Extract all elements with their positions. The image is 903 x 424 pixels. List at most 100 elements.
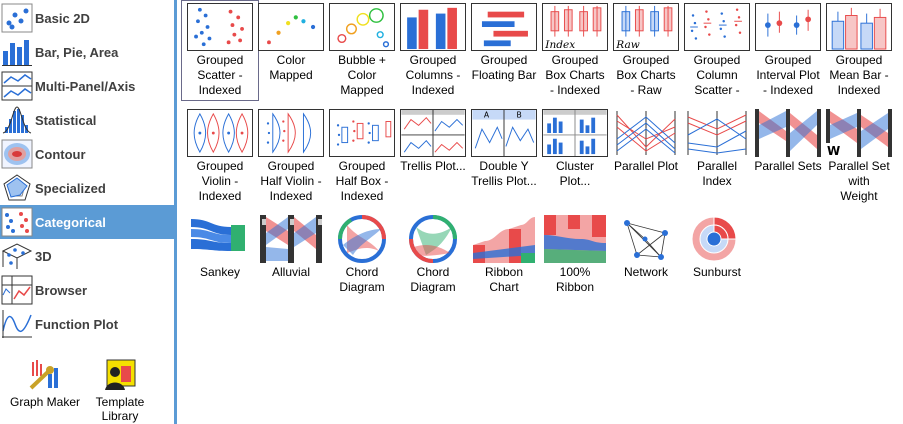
graph-grouped-violin-indexed[interactable]: Grouped Violin - Indexed [184,109,256,204]
graph-cluster-plot[interactable]: Cluster Plot... [539,109,611,189]
graph-label: Sankey [199,265,241,279]
category-sidebar: Basic 2D Bar, Pie, Area Multi-Panel/Axis… [0,0,174,424]
svg-text:B: B [516,111,521,120]
graph-label: Sunburst [692,265,742,279]
grouped-columns-thumbnail [400,3,466,51]
category-3d[interactable]: 3D [0,239,174,273]
graph-label: Color Mapped [269,53,313,82]
graph-grouped-scatter-indexed[interactable]: Grouped Scatter - Indexed [181,0,259,101]
graph-label: Bubble + Color Mapped [338,53,386,97]
multi-panel-icon [1,71,33,101]
category-label: Contour [35,146,86,162]
graph-ribbon-chart[interactable]: Ribbon Chart [468,215,540,295]
graph-label: 100% Ribbon [555,265,595,294]
graph-grouped-box-charts-raw[interactable]: Raw Grouped Box Charts - Raw [610,3,682,98]
graph-maker-button[interactable]: Graph Maker [0,358,90,409]
graph-parallel-set-with-weight[interactable]: W Parallel Set with Weight [823,109,895,204]
graph-grouped-box-charts-indexed[interactable]: Index Grouped Box Charts - Indexed [539,3,611,98]
parallel-plot-thumbnail [613,109,679,157]
category-basic-2d[interactable]: Basic 2D [0,1,174,35]
graph-network[interactable]: Network [610,215,682,280]
cluster-plot-thumbnail [542,109,608,157]
template-library-button[interactable]: Template Library [75,358,165,423]
double-y-trellis-thumbnail: A B [471,109,537,157]
graph-label: Alluvial [271,265,310,279]
grouped-scatter-thumbnail [187,3,253,51]
graph-color-mapped[interactable]: Color Mapped [255,3,327,83]
template-library-label: Template Library [95,395,145,423]
graph-grouped-floating-bar[interactable]: Grouped Floating Bar [468,3,540,83]
graph-parallel-sets[interactable]: Parallel Sets [752,109,824,174]
svg-text:Raw: Raw [615,39,639,51]
svg-text:Index: Index [544,39,575,51]
graph-label: Grouped Mean Bar - Indexed [829,53,889,97]
parallel-index-thumbnail [684,109,750,157]
category-label: Categorical [35,214,106,230]
chord-diagram-thumbnail [329,215,395,263]
graph-grouped-columns-indexed[interactable]: Grouped Columns - Indexed [397,3,469,98]
graph-label: Grouped Column Scatter - [693,53,741,97]
color-mapped-thumbnail [258,3,324,51]
category-label: 3D [35,248,52,264]
graph-sankey[interactable]: Sankey [184,215,256,280]
graph-parallel-index[interactable]: Parallel Index [681,109,753,189]
category-label: Multi-Panel/Axis [35,78,136,94]
graph-sunburst[interactable]: Sunburst [681,215,753,280]
graph-parallel-plot[interactable]: Parallel Plot [610,109,682,174]
graph-alluvial[interactable]: Alluvial [255,215,327,280]
graph-chord-diagram-1[interactable]: Chord Diagram [326,215,398,295]
graph-label: Grouped Violin - Indexed [196,159,244,203]
half-violin-thumbnail [258,109,324,157]
svg-text:A: A [484,111,490,120]
svg-text:W: W [827,144,840,157]
category-label: Basic 2D [35,10,90,26]
category-function-plot[interactable]: Function Plot [0,307,174,341]
graph-label: Parallel Sets [754,159,822,173]
box-chart-raw-thumbnail: Raw [613,3,679,51]
graph-label: Grouped Box Charts - Raw [616,53,676,97]
graph-maker-label: Graph Maker [9,395,81,409]
contour-icon [1,139,33,169]
category-categorical[interactable]: Categorical [0,205,174,239]
graph-label: Grouped Columns - Indexed [405,53,461,97]
browser-icon [1,275,33,305]
radar-icon [3,174,31,201]
trellis-thumbnail [400,109,466,157]
category-multi-panel-axis[interactable]: Multi-Panel/Axis [0,69,174,103]
bar-chart-icon [2,40,32,66]
scatter-icon [1,3,33,33]
sunburst-thumbnail [684,215,750,263]
graph-bubble-color-mapped[interactable]: Bubble + Color Mapped [326,3,398,98]
graph-label: Grouped Scatter - Indexed [196,53,244,97]
parallel-set-weight-thumbnail: W [826,109,892,157]
graph-grouped-column-scatter[interactable]: Grouped Column Scatter - [681,3,753,98]
graph-label: Grouped Box Charts - Indexed [545,53,605,97]
graph-grouped-half-violin-indexed[interactable]: Grouped Half Violin - Indexed [255,109,327,204]
graph-maker-icon [29,360,58,390]
graph-label: Grouped Half Box - Indexed [335,159,389,203]
graph-trellis-plot[interactable]: Trellis Plot... [397,109,469,174]
sankey-thumbnail [187,215,253,263]
graph-label: Chord Diagram [410,265,456,294]
half-box-thumbnail [329,109,395,157]
graph-chord-diagram-2[interactable]: Chord Diagram [397,215,469,295]
graph-label: Parallel Plot [613,159,679,173]
graph-double-y-trellis-plot[interactable]: A B Double Y Trellis Plot... [468,109,540,189]
graph-grouped-mean-bar-indexed[interactable]: Grouped Mean Bar - Indexed [823,3,895,98]
graph-100-ribbon[interactable]: 100% Ribbon [539,215,611,295]
violin-thumbnail [187,109,253,157]
category-statistical[interactable]: Statistical [0,103,174,137]
category-contour[interactable]: Contour [0,137,174,171]
category-bar-pie-area[interactable]: Bar, Pie, Area [0,35,174,69]
graph-grouped-interval-plot-indexed[interactable]: Grouped Interval Plot - Indexed [752,3,824,98]
parallel-sets-thumbnail [755,109,821,157]
category-browser[interactable]: Browser [0,273,174,307]
category-label: Specialized [35,180,106,196]
function-plot-icon [2,310,32,338]
ribbon-chart-thumbnail [471,215,537,263]
floating-bar-thumbnail [471,3,537,51]
graph-grouped-half-box-indexed[interactable]: Grouped Half Box - Indexed [326,109,398,204]
categorical-scatter-icon [1,207,33,237]
graph-label: Chord Diagram [339,265,385,294]
category-specialized[interactable]: Specialized [0,171,174,205]
